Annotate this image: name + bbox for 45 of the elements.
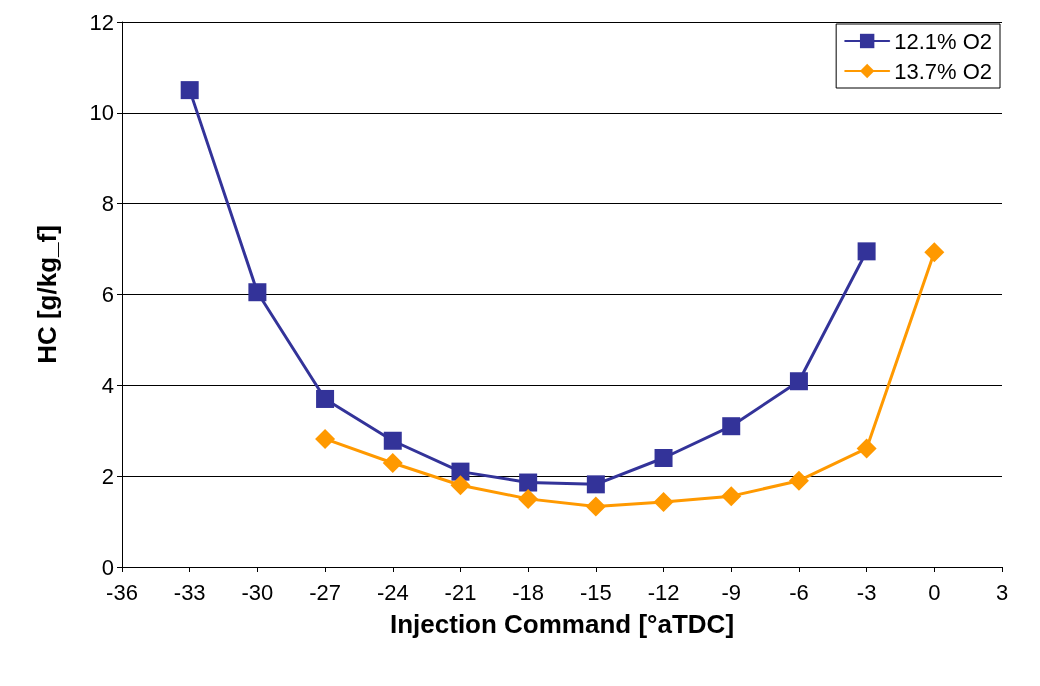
x-tick-label: -9 [721, 579, 742, 605]
y-axis-title: HC [g/kg_f] [32, 225, 62, 364]
point [586, 475, 605, 494]
x-tick-label: -21 [444, 579, 477, 605]
point [383, 431, 402, 450]
point [722, 417, 741, 436]
point [654, 449, 673, 467]
point [518, 488, 539, 509]
point [788, 470, 809, 491]
x-tick-label: -33 [173, 579, 206, 605]
point [721, 486, 742, 507]
point [248, 283, 267, 302]
y-tick-label: 12 [89, 9, 114, 35]
y-tick-label: 10 [89, 100, 114, 126]
x-tick-label: -18 [512, 579, 545, 605]
y-tick-label: 4 [101, 372, 114, 398]
x-tick-label: -6 [789, 579, 809, 605]
y-tick-label: 0 [101, 554, 114, 580]
legend-label: 12.1% O2 [894, 28, 992, 54]
x-tick-label: -12 [647, 579, 680, 605]
point [315, 428, 336, 449]
point [450, 475, 471, 496]
x-tick-label: -15 [579, 579, 612, 605]
y-tick-label: 2 [101, 463, 114, 489]
x-tick-label: -27 [309, 579, 341, 605]
point [857, 242, 876, 261]
point [924, 242, 945, 263]
point [585, 496, 606, 517]
point [316, 389, 335, 408]
x-tick-label: -30 [241, 579, 274, 605]
x-tick-label: 0 [928, 579, 941, 605]
y-tick-label: 8 [101, 191, 114, 217]
point [856, 438, 877, 459]
x-axis-title: Injection Command [°aTDC] [389, 609, 735, 639]
point [382, 453, 403, 473]
x-tick-label: 3 [995, 579, 1009, 605]
x-tick-label: -24 [376, 579, 409, 605]
x-tick-label: -36 [106, 579, 138, 605]
point [789, 372, 808, 391]
legend-label: 13.7% O2 [894, 58, 992, 84]
x-tick-label: -3 [856, 579, 877, 605]
point [519, 473, 538, 492]
y-tick-label: 6 [101, 282, 114, 307]
point [653, 492, 674, 513]
point [180, 81, 199, 100]
